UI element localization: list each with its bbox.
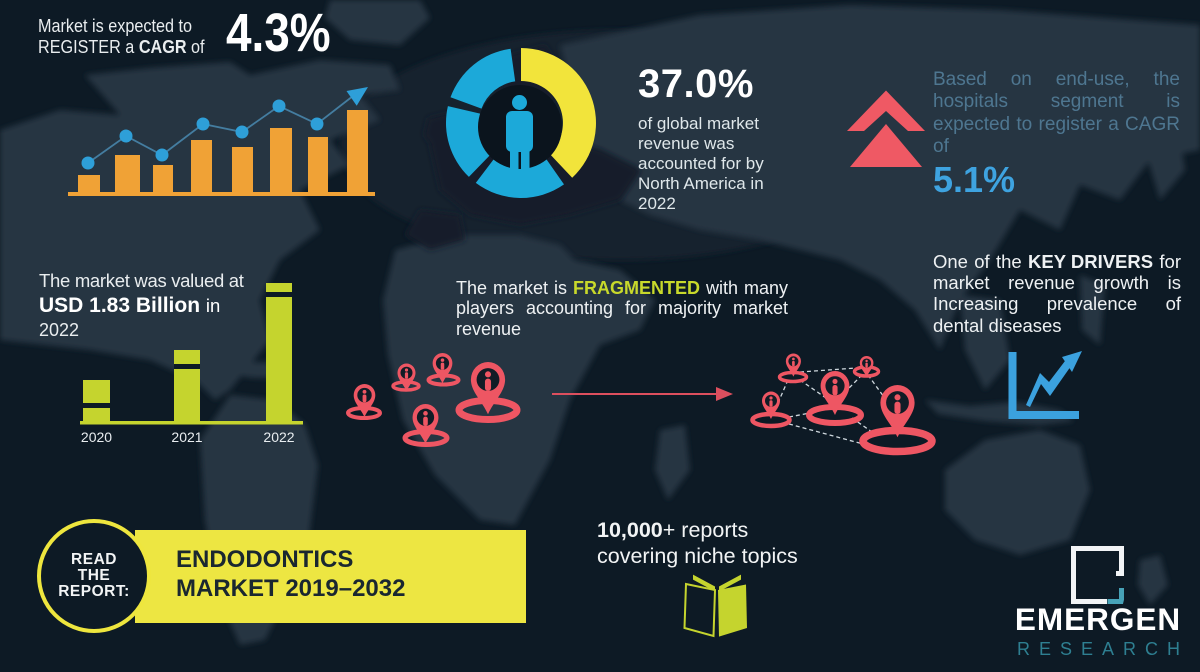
svg-text:2021: 2021 [171,429,202,445]
svg-text:2020: 2020 [81,429,112,445]
svg-text:2022: 2022 [263,429,294,445]
